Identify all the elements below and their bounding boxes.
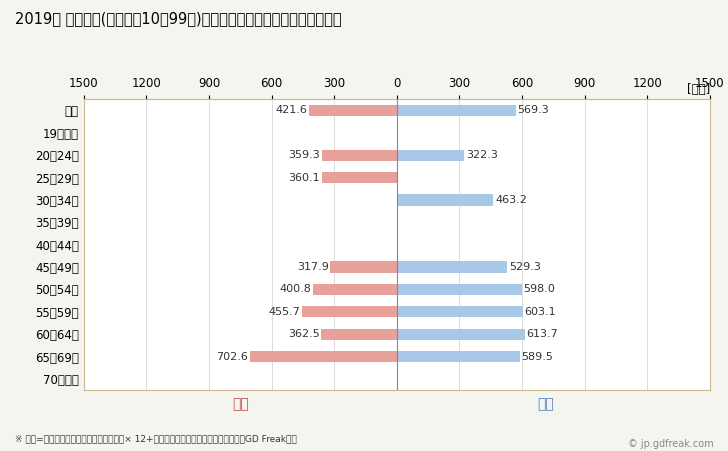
Text: 603.1: 603.1 [524,307,556,317]
Text: 400.8: 400.8 [280,285,312,295]
Bar [397,105,515,116]
Text: 455.7: 455.7 [268,307,300,317]
Text: 702.6: 702.6 [217,351,248,362]
Bar [301,306,397,318]
Text: [万円]: [万円] [687,83,710,97]
Text: 男性: 男性 [537,397,555,411]
Bar [313,284,397,295]
Text: 362.5: 362.5 [288,329,320,339]
Text: © jp.gdfreak.com: © jp.gdfreak.com [628,439,713,449]
Bar [322,150,397,161]
Text: 421.6: 421.6 [275,106,307,115]
Text: 359.3: 359.3 [288,150,320,160]
Bar [397,351,520,362]
Bar [397,150,464,161]
Bar [250,351,397,362]
Bar [397,306,523,318]
Bar [331,262,397,273]
Text: ※ 年収=「きまって支給する現金給与額」× 12+「年間賞与その他特別給与額」としてGD Freak推計: ※ 年収=「きまって支給する現金給与額」× 12+「年間賞与その他特別給与額」と… [15,434,296,443]
Bar [309,105,397,116]
Text: 589.5: 589.5 [521,351,553,362]
Bar [397,284,521,295]
Text: 569.3: 569.3 [517,106,549,115]
Bar [321,329,397,340]
Text: 529.3: 529.3 [509,262,541,272]
Bar [397,262,507,273]
Text: 598.0: 598.0 [523,285,555,295]
Text: 463.2: 463.2 [495,195,527,205]
Text: 女性: 女性 [232,397,249,411]
Text: 322.3: 322.3 [466,150,497,160]
Bar [322,172,397,183]
Text: 317.9: 317.9 [297,262,329,272]
Bar [397,194,494,206]
Text: 360.1: 360.1 [288,173,320,183]
Bar [397,329,525,340]
Text: 2019年 民間企業(従業者数10〜99人)フルタイム労働者の男女別平均年収: 2019年 民間企業(従業者数10〜99人)フルタイム労働者の男女別平均年収 [15,11,341,26]
Text: 613.7: 613.7 [526,329,558,339]
